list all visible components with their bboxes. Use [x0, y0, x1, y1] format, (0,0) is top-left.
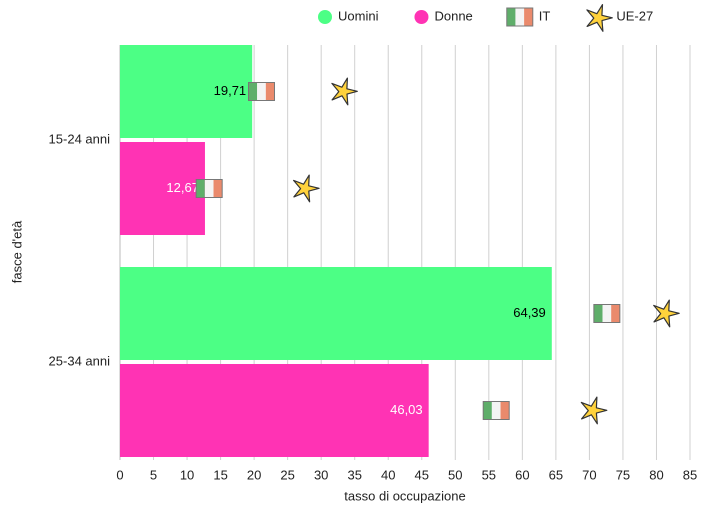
legend-label: UE-27: [616, 8, 653, 23]
legend-label: IT: [539, 8, 551, 23]
flag-stripe: [611, 304, 620, 323]
star-marker: [580, 396, 608, 425]
legend-label: Donne: [434, 8, 472, 23]
bar: [120, 267, 552, 360]
x-tick-label: 0: [116, 467, 123, 482]
x-tick-label: 40: [381, 467, 395, 482]
data-label: 46,03: [390, 402, 423, 417]
x-tick-label: 5: [150, 467, 157, 482]
x-tick-label: 60: [515, 467, 529, 482]
flag-stripe: [491, 401, 501, 420]
y-tick-label: 25-34 anni: [49, 353, 111, 368]
flag-stripe: [593, 304, 603, 323]
flag-stripe: [257, 82, 266, 101]
legend-swatch: [318, 10, 332, 24]
flag-stripe: [524, 8, 533, 26]
star-marker: [293, 174, 320, 203]
x-tick-label: 25: [280, 467, 294, 482]
x-tick-label: 65: [549, 467, 563, 482]
legend-label: Uomini: [338, 8, 379, 23]
flag-stripe: [213, 179, 223, 198]
x-tick-label: 15: [213, 467, 227, 482]
flag-border: [247, 82, 275, 101]
flag-stripe: [602, 304, 612, 323]
x-tick-label: 70: [582, 467, 596, 482]
x-tick-label: 10: [180, 467, 194, 482]
x-tick-label: 30: [314, 467, 328, 482]
flag-border: [506, 7, 534, 27]
x-tick-label: 50: [448, 467, 462, 482]
legend-swatch: [414, 10, 429, 24]
star-marker: [331, 77, 358, 106]
data-label: 19,71: [214, 83, 247, 98]
flag-stripe: [196, 179, 205, 198]
flag-stripe: [506, 8, 516, 26]
data-label: 12,67: [166, 180, 199, 195]
bar: [120, 142, 205, 235]
bar: [120, 364, 429, 457]
flag-stripe: [248, 82, 258, 101]
x-axis-label: tasso di occupazione: [344, 488, 465, 503]
legend: Uomini Donne IT UE-27: [318, 3, 653, 32]
flag-marker: [482, 401, 510, 420]
x-tick-label: 20: [247, 467, 261, 482]
x-tick-label: 55: [482, 467, 496, 482]
flag-stripe: [515, 8, 525, 26]
data-label: 64,39: [513, 305, 546, 320]
flag-stripe: [265, 82, 275, 101]
flag-marker: [195, 179, 223, 198]
bar: [120, 45, 253, 138]
flag-marker: [506, 7, 534, 27]
flag-border: [482, 401, 510, 420]
x-tick-label: 80: [649, 467, 663, 482]
x-tick-label: 85: [683, 467, 697, 482]
flag-marker: [247, 82, 275, 101]
star-marker: [653, 299, 680, 328]
flag-border: [195, 179, 223, 198]
x-tick-label: 35: [347, 467, 361, 482]
y-tick-label: 15-24 anni: [49, 131, 111, 146]
star-marker: [586, 3, 613, 32]
y-axis-label: fasce d'età: [9, 220, 24, 283]
x-tick-label: 75: [616, 467, 630, 482]
flag-stripe: [204, 179, 214, 198]
flag-stripe: [500, 401, 510, 420]
flag-stripe: [483, 401, 492, 420]
flag-marker: [593, 304, 621, 323]
flag-border: [593, 304, 621, 323]
x-tick-label: 45: [415, 467, 429, 482]
